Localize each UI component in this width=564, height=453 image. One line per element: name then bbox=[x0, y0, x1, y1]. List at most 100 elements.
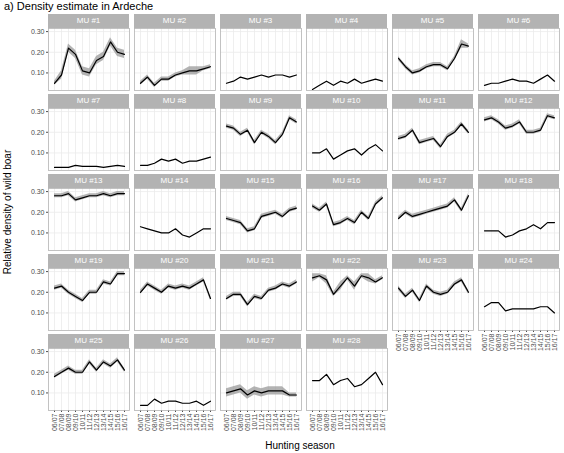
svg-text:0.30: 0.30 bbox=[31, 28, 45, 35]
html-text:MU #6: MU #6 bbox=[506, 16, 531, 25]
svg-text:14/15: 14/15 bbox=[537, 333, 544, 351]
svg-text:12/13: 12/13 bbox=[351, 413, 358, 431]
svg-text:0.10: 0.10 bbox=[31, 389, 45, 396]
html-text:MU #11: MU #11 bbox=[418, 96, 447, 105]
svg-text:16/17: 16/17 bbox=[551, 333, 558, 351]
html-text:MU #2: MU #2 bbox=[162, 16, 187, 25]
svg-text:15/16: 15/16 bbox=[200, 413, 207, 431]
svg-text:06/07: 06/07 bbox=[395, 333, 402, 351]
svg-text:0.20: 0.20 bbox=[31, 369, 45, 376]
svg-text:13/14: 13/14 bbox=[358, 413, 365, 431]
svg-text:09/10: 09/10 bbox=[330, 413, 337, 431]
svg-text:08/09: 08/09 bbox=[237, 413, 244, 431]
svg-text:06/07: 06/07 bbox=[309, 413, 316, 431]
svg-text:11/12: 11/12 bbox=[172, 413, 179, 430]
svg-text:15/16: 15/16 bbox=[458, 333, 465, 351]
svg-text:12/13: 12/13 bbox=[93, 413, 100, 431]
svg-text:13/14: 13/14 bbox=[100, 413, 107, 431]
svg-text:16/17: 16/17 bbox=[465, 333, 472, 351]
svg-text:14/15: 14/15 bbox=[365, 413, 372, 431]
svg-text:10/11: 10/11 bbox=[337, 413, 344, 430]
svg-text:0.20: 0.20 bbox=[31, 49, 45, 56]
svg-text:10/11: 10/11 bbox=[165, 413, 172, 430]
html-text:MU #5: MU #5 bbox=[420, 16, 445, 25]
html-text:MU #12: MU #12 bbox=[504, 96, 533, 105]
svg-text:09/10: 09/10 bbox=[416, 333, 423, 351]
svg-text:09/10: 09/10 bbox=[502, 333, 509, 351]
html-text:MU #1: MU #1 bbox=[76, 16, 101, 25]
svg-text:0.30: 0.30 bbox=[31, 188, 45, 195]
html-text:MU #9: MU #9 bbox=[248, 96, 273, 105]
svg-text:10/11: 10/11 bbox=[79, 413, 86, 430]
svg-text:11/12: 11/12 bbox=[344, 413, 351, 430]
svg-text:14/15: 14/15 bbox=[107, 413, 114, 431]
svg-text:14/15: 14/15 bbox=[193, 413, 200, 431]
svg-text:11/12: 11/12 bbox=[516, 333, 523, 350]
svg-text:0.20: 0.20 bbox=[31, 209, 45, 216]
svg-text:08/09: 08/09 bbox=[65, 413, 72, 431]
svg-text:09/10: 09/10 bbox=[72, 413, 79, 431]
svg-text:0.30: 0.30 bbox=[31, 108, 45, 115]
svg-text:12/13: 12/13 bbox=[179, 413, 186, 431]
svg-text:0.10: 0.10 bbox=[31, 69, 45, 76]
svg-text:16/17: 16/17 bbox=[293, 413, 300, 431]
svg-text:15/16: 15/16 bbox=[372, 413, 379, 431]
svg-text:0.30: 0.30 bbox=[31, 348, 45, 355]
svg-text:15/16: 15/16 bbox=[286, 413, 293, 431]
svg-text:06/07: 06/07 bbox=[137, 413, 144, 431]
svg-text:07/08: 07/08 bbox=[144, 413, 151, 431]
svg-text:12/13: 12/13 bbox=[523, 333, 530, 351]
html-text:MU #14: MU #14 bbox=[160, 176, 189, 185]
html-text:Relative density of wild boar: Relative density of wild boar bbox=[2, 149, 13, 275]
svg-text:16/17: 16/17 bbox=[121, 413, 128, 431]
svg-text:13/14: 13/14 bbox=[186, 413, 193, 431]
svg-text:09/10: 09/10 bbox=[158, 413, 165, 431]
svg-text:0.30: 0.30 bbox=[31, 268, 45, 275]
svg-text:10/11: 10/11 bbox=[509, 333, 516, 350]
svg-text:07/08: 07/08 bbox=[402, 333, 409, 351]
svg-text:06/07: 06/07 bbox=[51, 413, 58, 431]
html-text:MU #4: MU #4 bbox=[334, 16, 359, 25]
svg-text:13/14: 13/14 bbox=[530, 333, 537, 351]
svg-text:11/12: 11/12 bbox=[86, 413, 93, 430]
svg-text:07/08: 07/08 bbox=[488, 333, 495, 351]
html-text:MU #7: MU #7 bbox=[76, 96, 101, 105]
html-text:a) Density estimate in Ardeche: a) Density estimate in Ardeche bbox=[4, 0, 154, 12]
html-text:MU #13: MU #13 bbox=[74, 176, 103, 185]
svg-text:0.10: 0.10 bbox=[31, 309, 45, 316]
svg-text:09/10: 09/10 bbox=[244, 413, 251, 431]
svg-text:07/08: 07/08 bbox=[58, 413, 65, 431]
svg-text:12/13: 12/13 bbox=[265, 413, 272, 431]
svg-text:0.10: 0.10 bbox=[31, 149, 45, 156]
svg-text:13/14: 13/14 bbox=[444, 333, 451, 351]
svg-text:11/12: 11/12 bbox=[430, 333, 437, 350]
svg-text:08/09: 08/09 bbox=[409, 333, 416, 351]
svg-text:16/17: 16/17 bbox=[207, 413, 214, 431]
svg-text:07/08: 07/08 bbox=[316, 413, 323, 431]
svg-text:08/09: 08/09 bbox=[495, 333, 502, 351]
svg-text:07/08: 07/08 bbox=[230, 413, 237, 431]
html-text:MU #16: MU #16 bbox=[332, 176, 361, 185]
svg-text:15/16: 15/16 bbox=[114, 413, 121, 431]
svg-text:08/09: 08/09 bbox=[151, 413, 158, 431]
svg-text:0.10: 0.10 bbox=[31, 229, 45, 236]
svg-text:10/11: 10/11 bbox=[251, 413, 258, 430]
svg-text:11/12: 11/12 bbox=[258, 413, 265, 430]
svg-text:06/07: 06/07 bbox=[481, 333, 488, 351]
svg-text:15/16: 15/16 bbox=[544, 333, 551, 351]
svg-text:08/09: 08/09 bbox=[323, 413, 330, 431]
html-text:Hunting season: Hunting season bbox=[265, 440, 335, 451]
svg-text:14/15: 14/15 bbox=[279, 413, 286, 431]
svg-text:06/07: 06/07 bbox=[223, 413, 230, 431]
svg-text:13/14: 13/14 bbox=[272, 413, 279, 431]
html-text:MU #8: MU #8 bbox=[162, 96, 187, 105]
svg-text:14/15: 14/15 bbox=[451, 333, 458, 351]
svg-text:0.20: 0.20 bbox=[31, 289, 45, 296]
html-text:MU #10: MU #10 bbox=[332, 96, 361, 105]
svg-text:0.20: 0.20 bbox=[31, 129, 45, 136]
svg-text:12/13: 12/13 bbox=[437, 333, 444, 351]
svg-text:16/17: 16/17 bbox=[379, 413, 386, 431]
svg-text:10/11: 10/11 bbox=[423, 333, 430, 350]
html-text:MU #15: MU #15 bbox=[246, 176, 275, 185]
html-text:MU #3: MU #3 bbox=[248, 16, 273, 25]
